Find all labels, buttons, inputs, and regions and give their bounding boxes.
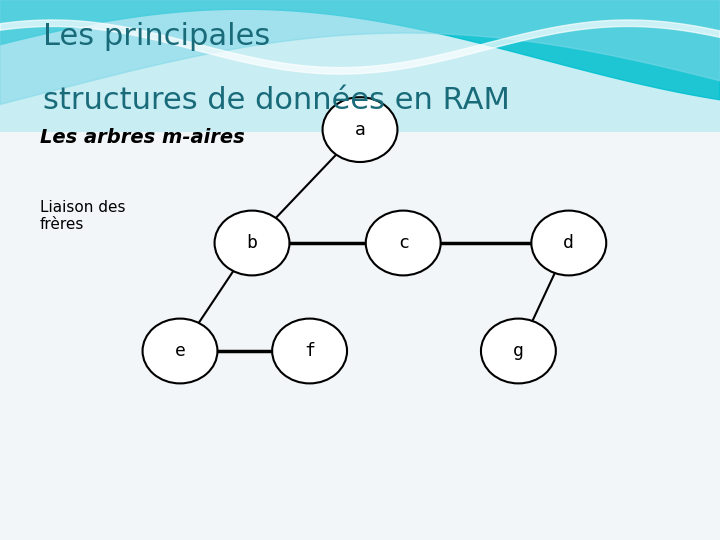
Ellipse shape xyxy=(531,211,606,275)
Bar xyxy=(0,0,720,132)
Text: a: a xyxy=(354,120,366,139)
Text: d: d xyxy=(563,234,575,252)
Ellipse shape xyxy=(366,211,441,275)
Text: structures de données en RAM: structures de données en RAM xyxy=(43,86,510,116)
Text: Les arbres m-aires: Les arbres m-aires xyxy=(40,128,244,147)
Ellipse shape xyxy=(143,319,217,383)
Text: e: e xyxy=(174,342,186,360)
Text: g: g xyxy=(513,342,524,360)
Text: Liaison des
frères: Liaison des frères xyxy=(40,200,125,232)
Ellipse shape xyxy=(272,319,347,383)
Ellipse shape xyxy=(481,319,556,383)
Text: Les principales: Les principales xyxy=(43,22,271,51)
Ellipse shape xyxy=(215,211,289,275)
Text: f: f xyxy=(304,342,315,360)
Text: b: b xyxy=(246,234,258,252)
Text: c: c xyxy=(397,234,409,252)
Ellipse shape xyxy=(323,97,397,162)
